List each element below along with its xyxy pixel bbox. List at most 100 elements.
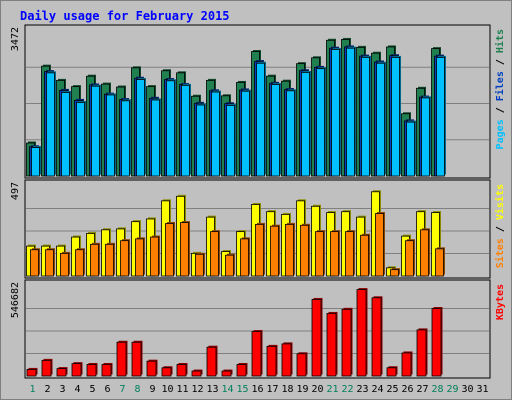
bar-kbytes bbox=[416, 329, 427, 377]
bar-pages bbox=[211, 91, 220, 177]
y-max-label: 497 bbox=[10, 182, 21, 200]
x-tick-label: 7 bbox=[119, 384, 125, 395]
legend-visits-sites: Sites / Visits bbox=[494, 184, 506, 268]
bar-pages bbox=[436, 56, 445, 177]
x-tick-label: 3 bbox=[59, 384, 65, 395]
x-tick-label: 22 bbox=[341, 384, 353, 395]
series-pages bbox=[31, 46, 446, 177]
bar-kbytes bbox=[401, 352, 412, 377]
bar-kbytes bbox=[131, 341, 142, 377]
bar-kbytes bbox=[71, 363, 82, 377]
bar-sites bbox=[150, 236, 159, 277]
bar-pages bbox=[241, 90, 250, 177]
bar-sites bbox=[30, 249, 39, 277]
x-tick-label: 1 bbox=[29, 384, 35, 395]
bar-sites bbox=[75, 249, 84, 277]
bar-sites bbox=[180, 222, 189, 277]
panel-hits-files-pages: 3472 Pages / Files / Hits bbox=[10, 24, 506, 179]
bar-kbytes bbox=[281, 343, 292, 377]
bar-pages bbox=[91, 85, 100, 177]
bar-sites bbox=[405, 240, 414, 277]
bar-sites bbox=[270, 225, 279, 277]
bar-sites bbox=[165, 223, 174, 277]
bar-pages bbox=[76, 102, 85, 177]
legend-entry: Visits bbox=[494, 184, 506, 220]
bar-pages bbox=[316, 68, 325, 177]
bar-pages bbox=[421, 97, 430, 177]
bar-kbytes bbox=[386, 367, 397, 377]
x-tick-label: 26 bbox=[401, 384, 413, 395]
bar-pages bbox=[301, 72, 310, 177]
bar-kbytes bbox=[146, 360, 157, 377]
x-tick-label: 23 bbox=[356, 384, 368, 395]
bar-kbytes bbox=[101, 364, 112, 377]
x-tick-label: 8 bbox=[134, 384, 140, 395]
bar-sites bbox=[390, 269, 399, 277]
legend-kbytes: KBytes bbox=[495, 284, 506, 320]
legend-entry: Files bbox=[494, 71, 506, 101]
bar-kbytes bbox=[86, 364, 97, 377]
bar-sites bbox=[240, 238, 249, 277]
bar-sites bbox=[90, 243, 99, 277]
bar-kbytes bbox=[356, 289, 367, 377]
x-tick-label: 21 bbox=[326, 384, 338, 395]
x-tick-label: 24 bbox=[371, 384, 383, 395]
x-tick-label: 11 bbox=[176, 384, 188, 395]
bar-sites bbox=[435, 248, 444, 277]
x-tick-label: 25 bbox=[386, 384, 398, 395]
bar-sites bbox=[285, 223, 294, 277]
bar-kbytes bbox=[371, 297, 382, 377]
bar-kbytes bbox=[191, 370, 202, 377]
bar-pages bbox=[406, 121, 415, 177]
legend-entry: Pages bbox=[495, 119, 506, 149]
bar-kbytes bbox=[296, 353, 307, 377]
bar-sites bbox=[420, 229, 429, 277]
bar-pages bbox=[286, 90, 295, 177]
bar-pages bbox=[106, 94, 115, 177]
bar-kbytes bbox=[266, 345, 277, 377]
bar-sites bbox=[135, 238, 144, 277]
legend-hits-files-pages: Pages / Files / Hits bbox=[494, 29, 506, 149]
series-kbytes bbox=[26, 288, 443, 377]
bar-sites bbox=[315, 231, 324, 277]
bar-pages bbox=[226, 105, 235, 177]
bar-sites bbox=[225, 254, 234, 277]
bar-sites bbox=[375, 213, 384, 277]
bar-kbytes bbox=[176, 364, 187, 377]
bar-sites bbox=[120, 240, 129, 277]
bar-sites bbox=[195, 253, 204, 277]
bar-pages bbox=[256, 62, 265, 177]
bar-pages bbox=[61, 92, 70, 177]
bar-kbytes bbox=[311, 299, 322, 377]
bar-sites bbox=[330, 231, 339, 277]
x-tick-label: 6 bbox=[104, 384, 110, 395]
legend-separator: / bbox=[495, 220, 506, 238]
bar-pages bbox=[346, 47, 355, 177]
bar-kbytes bbox=[236, 364, 247, 377]
x-tick-label: 17 bbox=[266, 384, 278, 395]
panels-layer: 3472 Pages / Files / Hits 497 Sites / Visit… bbox=[10, 24, 506, 379]
legend-separator: / bbox=[495, 101, 506, 119]
bar-pages bbox=[376, 62, 385, 177]
x-tick-label: 12 bbox=[191, 384, 203, 395]
bar-pages bbox=[121, 100, 130, 177]
x-tick-label: 15 bbox=[236, 384, 248, 395]
bar-kbytes bbox=[341, 308, 352, 377]
bar-pages bbox=[331, 49, 340, 177]
x-tick-label: 29 bbox=[446, 384, 458, 395]
chart-title: Daily usage for February 2015 bbox=[20, 9, 230, 23]
bar-sites bbox=[255, 223, 264, 277]
legend-entry: Sites bbox=[494, 238, 506, 268]
x-axis: 1 2 3 4 5 6 7 8 9 10 11 12 13 14 15 16 17 18 19 20 21 22 23 24 2… bbox=[29, 384, 488, 395]
bar-pages bbox=[391, 56, 400, 177]
x-tick-label: 19 bbox=[296, 384, 308, 395]
x-tick-label: 13 bbox=[206, 384, 218, 395]
x-tick-label: 18 bbox=[281, 384, 293, 395]
x-tick-label: 30 bbox=[461, 384, 473, 395]
bar-kbytes bbox=[206, 346, 217, 377]
bar-pages bbox=[46, 72, 55, 177]
bar-pages bbox=[136, 79, 145, 177]
bar-kbytes bbox=[326, 313, 337, 377]
